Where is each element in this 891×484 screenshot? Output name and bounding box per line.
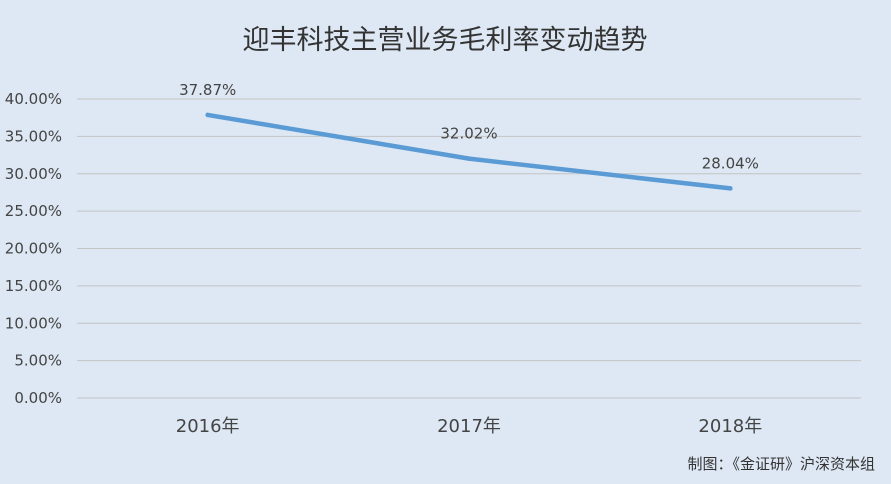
y-tick-label: 15.00% (5, 277, 62, 295)
series-layer (205, 112, 733, 191)
y-tick-label: 10.00% (5, 314, 62, 332)
data-label: 37.87% (179, 81, 236, 99)
data-label: 32.02% (440, 125, 497, 143)
y-axis-ticks: 0.00% 5.00% 10.00% 15.00% 20.00% 25.00% 30.00%… (5, 90, 62, 407)
y-tick-label: 35.00% (5, 127, 62, 145)
data-labels: 37.87% 32.02% 28.04% (179, 81, 759, 172)
x-tick-label: 2018年 (698, 416, 762, 437)
chart-title: 迎丰科技主营业务毛利率变动趋势 (243, 25, 648, 56)
source-note: 制图：《金证研》沪深资本组 (687, 455, 875, 473)
y-tick-label: 5.00% (14, 352, 62, 370)
x-tick-label: 2017年 (437, 416, 501, 437)
data-point (728, 186, 733, 191)
y-tick-label: 25.00% (5, 202, 62, 220)
y-tick-label: 30.00% (5, 165, 62, 183)
x-tick-label: 2016年 (176, 416, 240, 437)
x-axis-ticks: 2016年 2017年 2018年 (176, 416, 762, 437)
data-point (466, 156, 472, 161)
y-tick-label: 20.00% (5, 240, 62, 258)
y-tick-label: 0.00% (14, 389, 62, 407)
data-label: 28.04% (702, 154, 759, 172)
grid-layer (77, 98, 861, 399)
y-tick-label: 40.00% (5, 90, 62, 108)
data-point (205, 112, 210, 118)
